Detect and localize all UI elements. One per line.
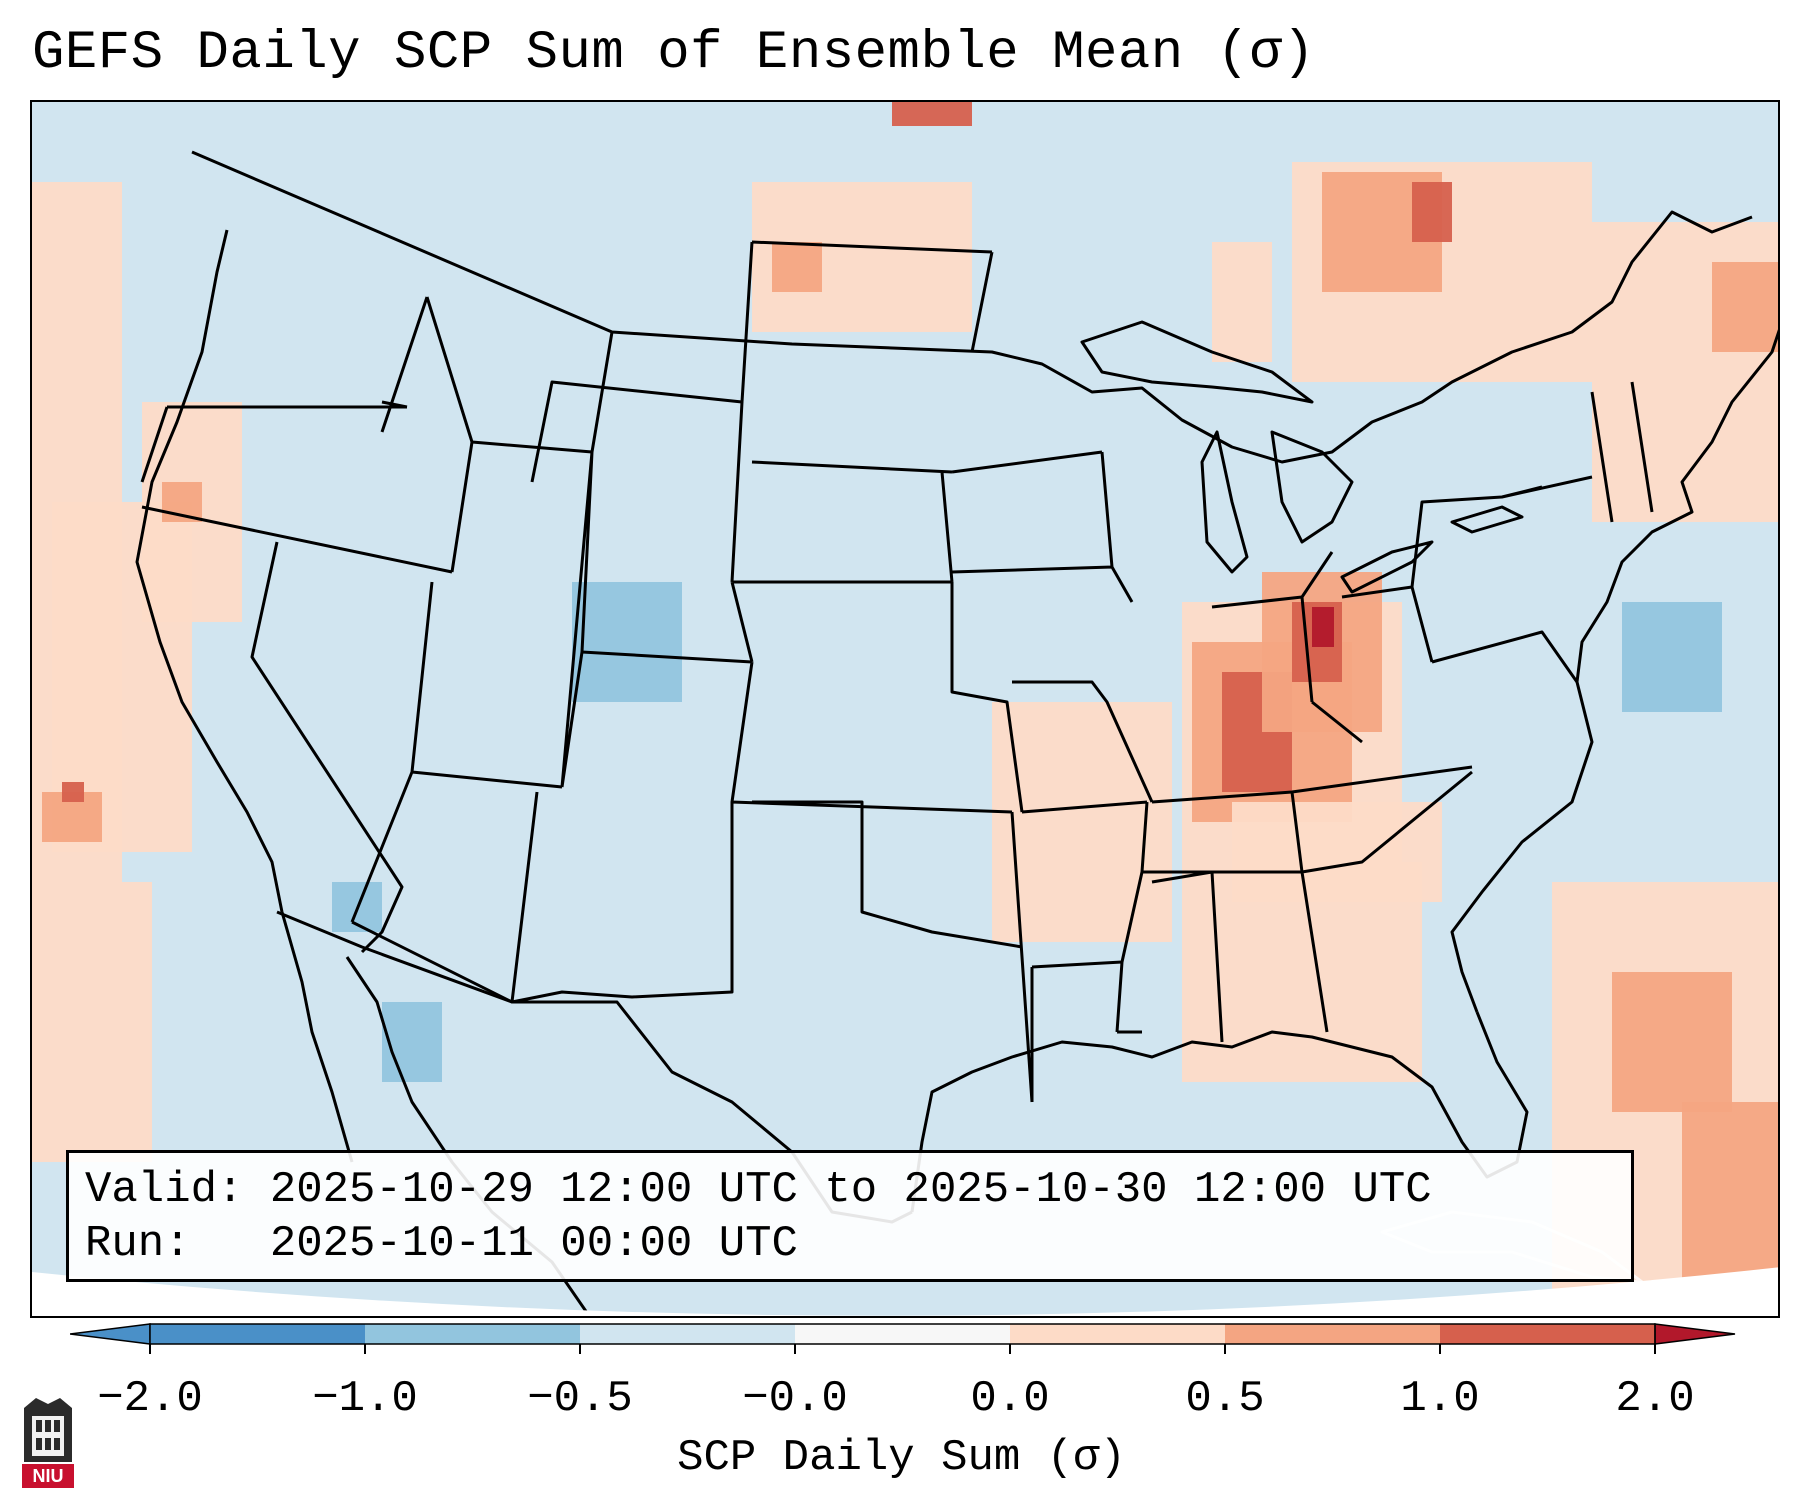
anomaly-patch-light-blue <box>1622 602 1722 712</box>
us-canada-border <box>191 150 1753 464</box>
anomaly-patch-medium-red <box>1612 972 1732 1112</box>
colorbar-extend-high <box>1654 1323 1736 1345</box>
anomaly-patch-red <box>62 782 84 802</box>
anomaly-patch-red <box>1412 182 1452 242</box>
colorbar-extend-low <box>69 1323 151 1345</box>
run-value: 2025-10-11 00:00 UTC <box>269 1219 798 1269</box>
anomaly-patch-medium-red <box>772 242 822 292</box>
colorbar-tick-label: −0.0 <box>742 1374 848 1424</box>
logo-text: NIU <box>33 1466 64 1486</box>
colorbar-segment <box>1440 1324 1655 1344</box>
anomaly-patch-light-blue <box>382 1002 442 1082</box>
anomaly-patch-light-blue <box>572 582 682 702</box>
colorbar-segment <box>580 1324 795 1344</box>
colorbar-ticks: −2.0 −1.0 −0.5 −0.0 0.0 0.5 1.0 2.0 <box>97 1344 1695 1424</box>
lake-huron <box>1270 430 1354 544</box>
lake-michigan <box>1200 430 1249 574</box>
baja-coast <box>280 911 354 1163</box>
colorbar-tick-label: 0.5 <box>1185 1374 1264 1424</box>
domain-edge <box>32 1267 1778 1316</box>
colorbar-segment <box>1225 1324 1440 1344</box>
state-lines <box>140 240 1654 1103</box>
info-box: Valid: 2025-10-29 12:00 UTC to 2025-10-3… <box>66 1150 1634 1282</box>
anomaly-patch-light-red <box>992 702 1172 942</box>
anomaly-patch-dark-red <box>1312 607 1334 647</box>
colorbar: −2.0 −1.0 −0.5 −0.0 0.0 0.5 1.0 2.0 <box>69 1316 1746 1426</box>
lake-superior <box>1080 320 1314 404</box>
run-label: Run: <box>85 1219 191 1269</box>
anomaly-patch-light-red <box>1212 242 1272 362</box>
anomaly-patch-light-red <box>1232 802 1442 902</box>
anomaly-patch-medium-red <box>1682 1102 1778 1282</box>
anomaly-patch-light-red <box>32 882 152 1162</box>
map-frame <box>30 100 1780 1318</box>
east-coast <box>1450 329 1778 1013</box>
valid-value: 2025-10-29 12:00 UTC to 2025-10-30 12:00… <box>269 1165 1432 1215</box>
anomaly-fields <box>32 102 1778 1312</box>
west-coast <box>135 229 284 913</box>
colorbar-segment <box>1010 1324 1225 1344</box>
niu-logo: NIU <box>18 1392 78 1492</box>
colorbar-tick-label: −2.0 <box>97 1374 203 1424</box>
colorbar-tick-label: −1.0 <box>312 1374 418 1424</box>
boundaries <box>135 150 1778 1316</box>
colorbar-segment <box>150 1324 365 1344</box>
lake-erie <box>1340 540 1434 594</box>
map-canvas <box>32 102 1778 1316</box>
valid-label: Valid: <box>85 1165 244 1215</box>
lake-ontario <box>1450 505 1524 534</box>
colorbar-segments <box>69 1323 1736 1345</box>
colorbar-tick-label: 0.0 <box>970 1374 1049 1424</box>
colorbar-tick-label: 1.0 <box>1400 1374 1479 1424</box>
colorbar-segment <box>795 1324 1010 1344</box>
colorbar-segment <box>365 1324 580 1344</box>
page-title: GEFS Daily SCP Sum of Ensemble Mean (σ) <box>32 23 1316 84</box>
colorbar-tick-label: 2.0 <box>1615 1374 1694 1424</box>
anomaly-patch-medium-red <box>1712 262 1778 352</box>
colorbar-tick-label: −0.5 <box>527 1374 633 1424</box>
anomaly-patch-red <box>892 102 972 126</box>
colorbar-label: SCP Daily Sum (σ) <box>677 1433 1126 1483</box>
